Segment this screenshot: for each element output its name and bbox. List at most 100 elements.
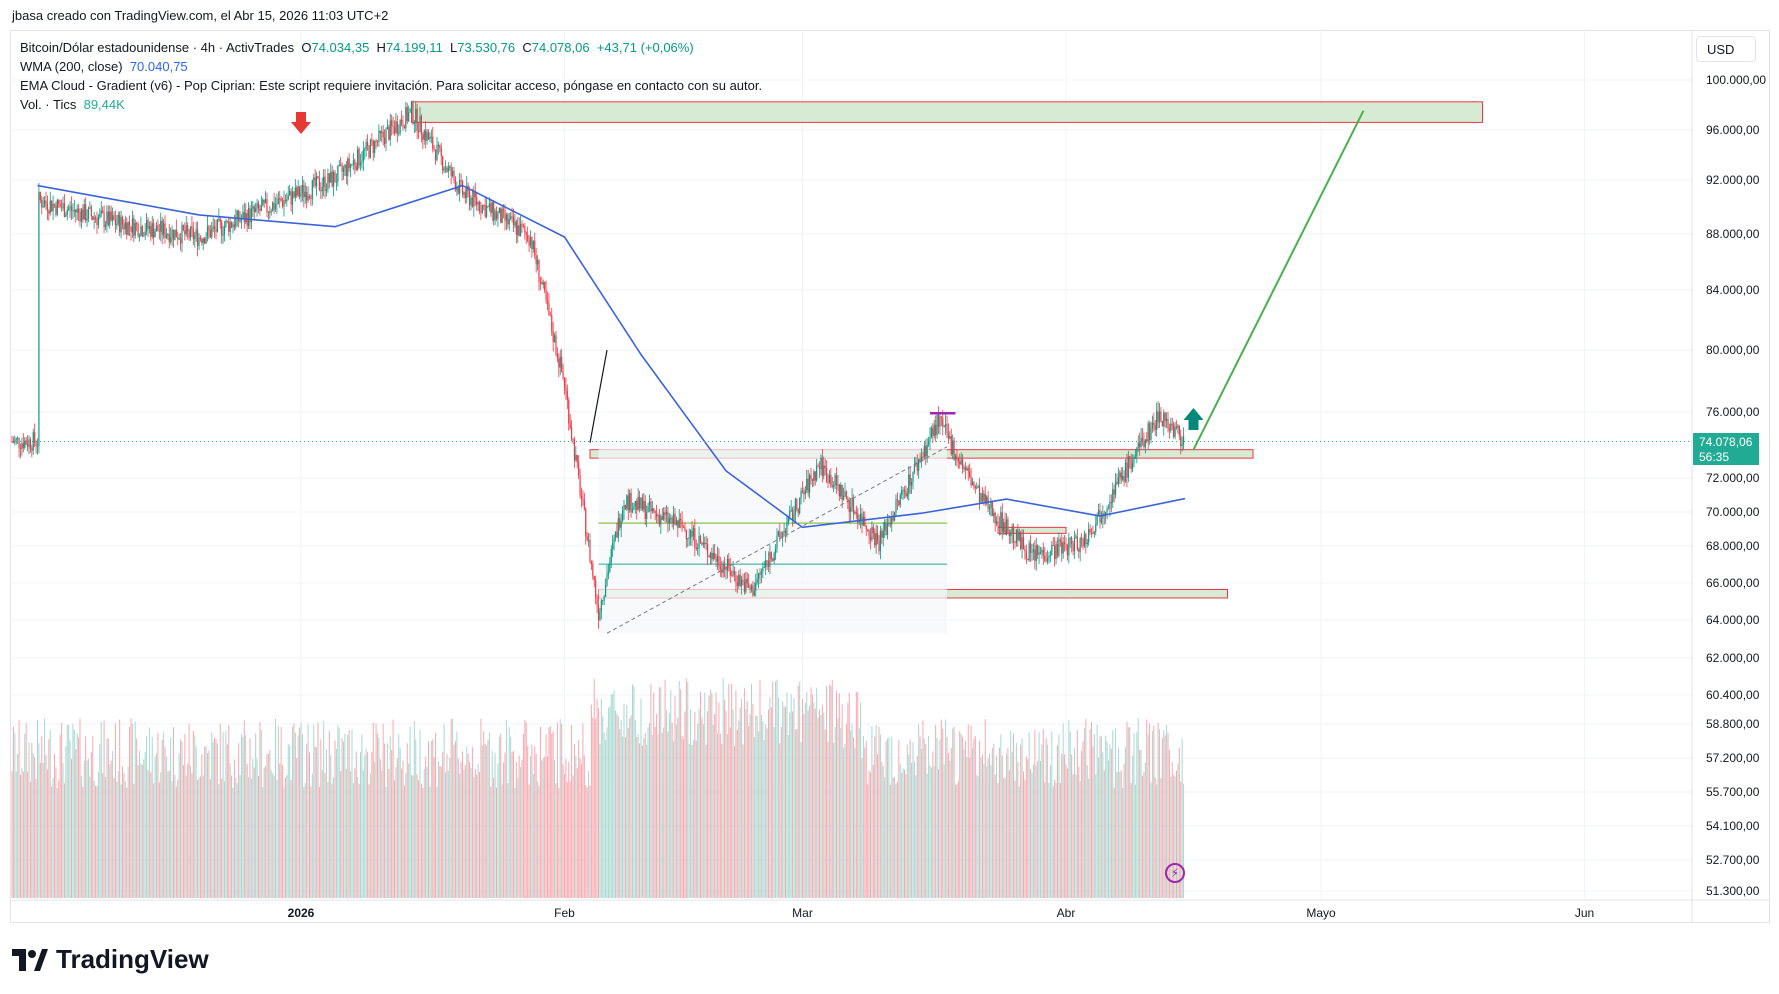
volume-bar	[386, 743, 388, 898]
candle-body	[381, 131, 383, 134]
volume-bar	[85, 736, 87, 898]
candle-body	[1109, 501, 1111, 509]
lightning-icon[interactable]: ⚡	[1165, 863, 1185, 883]
volume-bar	[629, 718, 631, 898]
currency-button[interactable]: USD	[1696, 36, 1756, 62]
candle-body	[114, 220, 117, 226]
volume-bar	[919, 736, 921, 898]
volume-bar	[1160, 778, 1162, 898]
volume-bar	[748, 725, 750, 898]
volume-bar	[1044, 782, 1046, 898]
volume-bar	[116, 781, 118, 898]
volume-bar	[1139, 749, 1141, 898]
volume-bar	[1181, 738, 1183, 898]
volume-bar	[915, 775, 917, 898]
candle-body	[534, 240, 536, 256]
volume-bar	[440, 766, 442, 898]
volume-bar	[139, 750, 140, 898]
candle-body	[1178, 425, 1180, 436]
volume-bar	[103, 720, 105, 898]
candle-body	[138, 235, 141, 237]
candle-body	[422, 134, 424, 140]
volume-bar	[238, 743, 240, 898]
candle-body	[471, 197, 474, 207]
candle-body	[722, 564, 724, 573]
candle-body	[211, 228, 213, 238]
candle-body	[374, 140, 376, 153]
volume-bar	[463, 770, 465, 898]
volume-bar	[270, 770, 272, 898]
volume-bar	[898, 740, 900, 898]
candle-body	[1072, 544, 1074, 552]
volume-bar	[1127, 727, 1129, 898]
candle-body	[335, 181, 338, 183]
volume-bar	[1178, 747, 1180, 898]
candle-body	[494, 211, 496, 221]
candle-body	[623, 504, 625, 511]
candle-body	[759, 573, 761, 575]
volume-bar	[405, 773, 407, 898]
volume-bar	[425, 756, 427, 898]
volume-bar	[705, 744, 707, 898]
candle-body	[1025, 551, 1027, 559]
volume-bar	[1071, 754, 1073, 898]
candle-body	[124, 222, 126, 230]
open-value: 74.034,35	[311, 40, 370, 55]
volume-bar	[743, 688, 745, 898]
candle-body	[604, 585, 607, 597]
volume-bar	[484, 743, 486, 898]
candle-body	[888, 523, 890, 525]
volume-bar	[793, 697, 795, 898]
candle-body	[767, 560, 770, 567]
volume-bar	[678, 680, 680, 898]
candle-body	[162, 223, 165, 235]
volume-bar	[209, 779, 211, 898]
candle-body	[654, 511, 656, 514]
volume-bar	[1015, 742, 1017, 898]
volume-bar	[141, 764, 143, 898]
candle-body	[660, 516, 662, 525]
volume-bar	[122, 766, 123, 898]
volume-bar	[95, 785, 97, 898]
candle-body	[215, 228, 217, 232]
volume-bar	[167, 771, 169, 898]
volume-bar	[58, 780, 60, 898]
candle-body	[927, 441, 930, 445]
candle-body	[480, 210, 482, 213]
volume-bar	[862, 736, 864, 898]
candle-body	[296, 187, 298, 196]
volume-bar	[437, 761, 439, 898]
volume-bar	[792, 711, 794, 898]
candle-body	[689, 530, 692, 538]
volume-bar	[719, 733, 721, 898]
candle-body	[324, 176, 326, 191]
volume-bar	[768, 709, 769, 898]
candle-body	[868, 530, 870, 537]
wma-value: 70.040,75	[129, 59, 188, 74]
volume-bar	[559, 719, 561, 898]
volume-bar	[640, 698, 642, 898]
candle-body	[369, 139, 372, 158]
candle-body	[1168, 428, 1171, 431]
candle-body	[228, 221, 230, 232]
price-axis-label: 51.300,00	[1706, 884, 1760, 898]
candle-body	[920, 456, 923, 462]
candle-body	[12, 441, 15, 443]
candle-body	[1010, 533, 1012, 536]
candle-body	[786, 522, 788, 534]
candle-body	[549, 314, 551, 316]
volume-bar	[1059, 782, 1061, 898]
tradingview-logo[interactable]: TradingView	[12, 944, 209, 975]
candle-body	[732, 570, 734, 576]
volume-bar	[1177, 763, 1179, 898]
volume-bar	[219, 723, 221, 898]
volume-bar	[904, 769, 905, 898]
candle-body	[648, 501, 651, 506]
candle-body	[525, 232, 527, 235]
candle-body	[1154, 425, 1156, 430]
candle-body	[375, 140, 377, 142]
volume-bar	[624, 737, 626, 898]
volume-bar	[185, 775, 187, 898]
volume-bar	[728, 683, 730, 898]
